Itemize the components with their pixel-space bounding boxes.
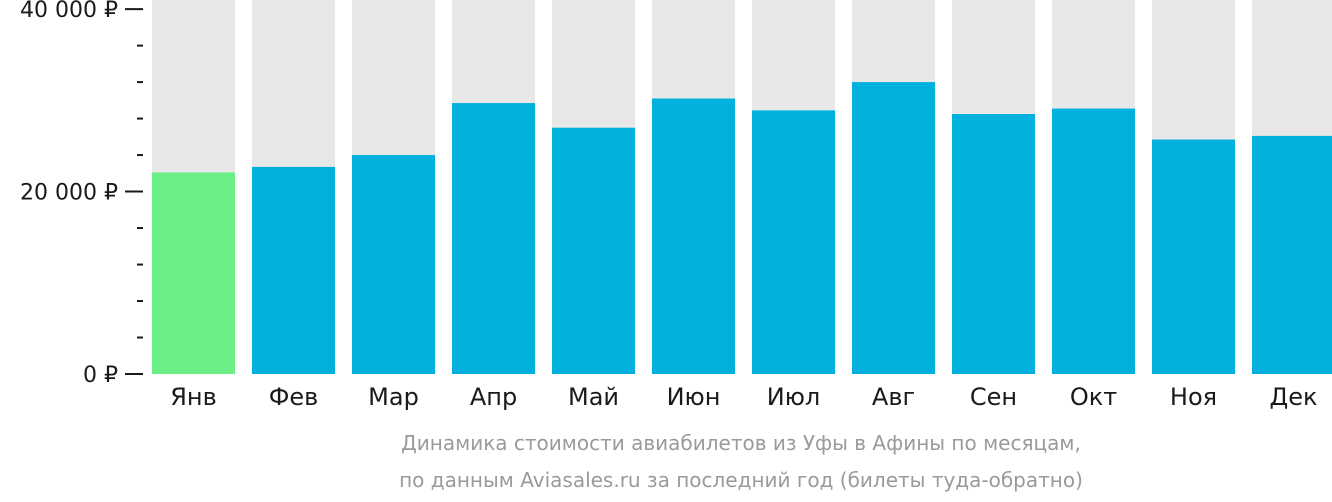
y-tick-label-3: 40 000 ₽ bbox=[20, 0, 118, 23]
category-label-8: Авг bbox=[872, 383, 915, 411]
bar-8 bbox=[852, 82, 935, 374]
category-label-3: Мар bbox=[368, 383, 419, 411]
bar-3 bbox=[352, 155, 435, 374]
bar-9 bbox=[952, 114, 1035, 375]
bar-6 bbox=[652, 98, 735, 374]
bar-5 bbox=[552, 127, 635, 375]
category-label-2: Фев bbox=[269, 383, 319, 411]
bar-1 bbox=[152, 172, 235, 374]
y-tick-label-2: 20 000 ₽ bbox=[20, 181, 118, 206]
bar-7 bbox=[752, 110, 835, 374]
category-label-12: Дек bbox=[1269, 383, 1317, 411]
category-label-9: Сен bbox=[970, 383, 1017, 411]
category-label-11: Ноя bbox=[1170, 383, 1217, 411]
bar-2 bbox=[252, 166, 335, 374]
category-label-5: Май bbox=[568, 383, 619, 411]
category-label-10: Окт bbox=[1070, 383, 1117, 411]
category-label-4: Апр bbox=[470, 383, 517, 411]
chart-caption-line-1: Динамика стоимости авиабилетов из Уфы в … bbox=[401, 431, 1081, 455]
bar-10 bbox=[1052, 108, 1135, 375]
category-label-7: Июл bbox=[767, 383, 821, 411]
bar-12 bbox=[1252, 135, 1332, 374]
y-tick-label-1: 0 ₽ bbox=[83, 363, 118, 388]
chart-caption-line-2: по данным Aviasales.ru за последний год … bbox=[399, 468, 1083, 492]
bar-4 bbox=[452, 103, 535, 374]
category-label-6: Июн bbox=[667, 383, 721, 411]
category-label-1: Янв bbox=[170, 383, 217, 411]
bar-11 bbox=[1152, 139, 1235, 374]
